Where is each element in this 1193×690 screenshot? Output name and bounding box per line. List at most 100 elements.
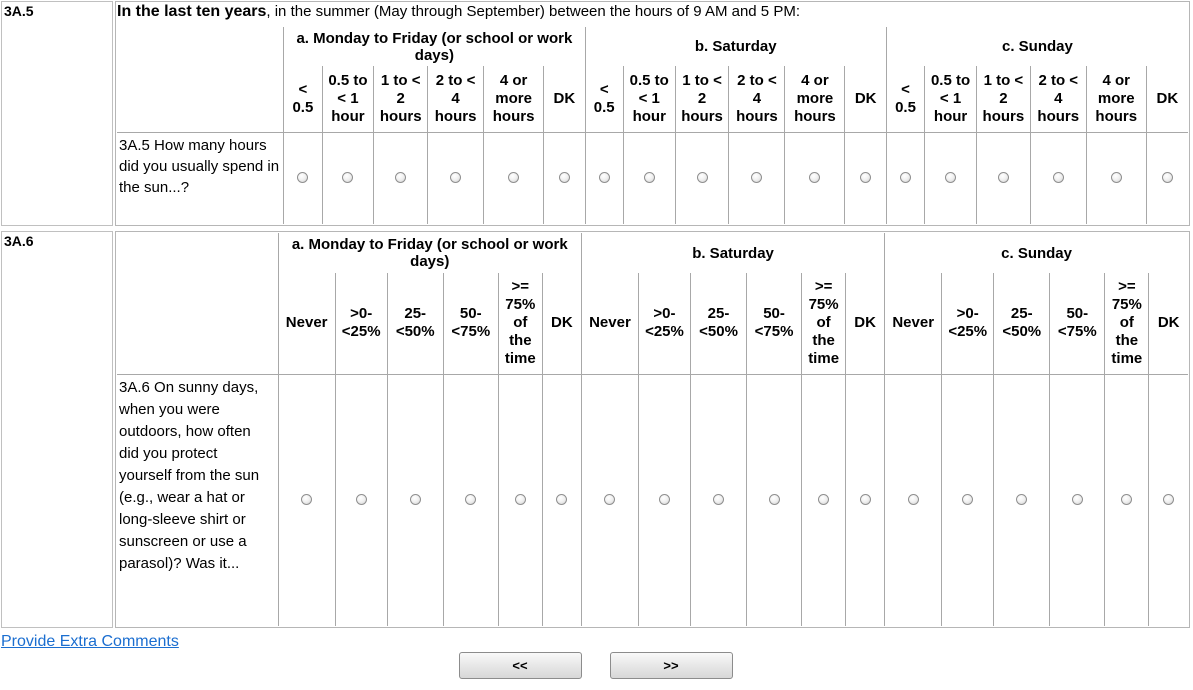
radio-cell[interactable] [746,374,802,626]
radio-button[interactable] [643,171,655,183]
radio-cell[interactable] [483,132,544,224]
column-header: >= 75% of the time [497,273,543,375]
radio-button[interactable] [818,493,830,505]
radio-cell[interactable] [543,132,586,224]
radio-button[interactable] [297,171,309,183]
radio-cell[interactable] [584,132,624,224]
previous-page-button[interactable]: << [458,652,582,679]
column-header: 1 to < 2 hours [975,66,1031,133]
column-header: 2 to < 4 hours [728,66,785,133]
radio-cell[interactable] [427,132,484,224]
column-header: >0- <25% [334,273,388,375]
radio-cell[interactable] [844,132,887,224]
radio-cell[interactable] [845,374,885,626]
radio-button[interactable] [1071,493,1083,505]
radio-cell[interactable] [283,132,323,224]
question-text-3a6: 3A.6 On sunny days, when you were outdoo… [119,378,260,572]
radio-cell[interactable] [1148,374,1188,626]
radio-button[interactable] [409,493,421,505]
radio-button[interactable] [1052,171,1064,183]
radio-button[interactable] [355,493,367,505]
radio-button[interactable] [342,171,354,183]
radio-cell[interactable] [1049,374,1105,626]
column-header: 4 or more hours [483,66,544,133]
radio-button[interactable] [860,171,872,183]
radio-button[interactable] [1121,493,1133,505]
radio-cell[interactable] [801,374,846,626]
radio-cell[interactable] [1145,132,1188,224]
radio-cell[interactable] [941,374,994,626]
spacer-cell [117,66,284,133]
radio-button[interactable] [859,493,871,505]
radio-button[interactable] [751,171,763,183]
radio-button[interactable] [713,493,725,505]
column-header: 50- <75% [442,273,499,375]
column-header: DK [541,273,582,375]
radio-cell[interactable] [784,132,845,224]
radio-button[interactable] [900,171,912,183]
radio-cell[interactable] [1085,132,1147,224]
radio-button[interactable] [1163,493,1175,505]
column-header: >= 75% of the time [1104,273,1149,375]
radio-cell[interactable] [334,374,388,626]
radio-cell[interactable] [580,374,639,626]
radio-cell[interactable] [1104,374,1149,626]
radio-cell[interactable] [993,374,1050,626]
column-header: < 0.5 [283,66,323,133]
radio-button[interactable] [768,493,780,505]
radio-button[interactable] [1161,171,1173,183]
navigation-buttons: << >> [1,652,1190,685]
radio-cell[interactable] [1029,132,1087,224]
radio-cell[interactable] [674,132,729,224]
spacer-cell [117,27,284,66]
radio-cell[interactable] [622,132,676,224]
radio-button[interactable] [301,493,313,505]
radio-cell[interactable] [637,374,691,626]
question-text-3a5: 3A.5 How many hours did you usually spen… [119,136,280,196]
radio-button[interactable] [514,493,526,505]
radio-cell[interactable] [975,132,1031,224]
group-header-monday-friday: a. Monday to Friday (or school or work d… [283,27,586,66]
radio-cell[interactable] [277,374,336,626]
radio-button[interactable] [945,171,957,183]
radio-button[interactable] [1110,171,1122,183]
radio-cell[interactable] [689,374,747,626]
radio-cell[interactable] [885,132,925,224]
radio-button[interactable] [465,493,477,505]
section-instructions-bold: In the last ten years [117,3,267,20]
radio-button[interactable] [696,171,708,183]
column-header: Never [277,273,336,375]
column-header: 0.5 to < 1 hour [622,66,676,133]
provide-extra-comments-link[interactable]: Provide Extra Comments [1,633,179,650]
next-page-button[interactable]: >> [609,652,733,679]
footer: Provide Extra Comments << >> [1,633,1190,685]
column-header: DK [1145,66,1188,133]
column-header: 4 or more hours [1085,66,1147,133]
answer-table-3a5: In the last ten years, in the summer (Ma… [117,3,1188,224]
radio-button[interactable] [450,171,462,183]
radio-button[interactable] [508,171,520,183]
radio-button[interactable] [809,171,821,183]
radio-button[interactable] [997,171,1009,183]
radio-cell[interactable] [924,132,977,224]
radio-button[interactable] [558,171,570,183]
radio-cell[interactable] [321,132,374,224]
radio-button[interactable] [598,171,610,183]
radio-cell[interactable] [497,374,543,626]
radio-cell[interactable] [541,374,582,626]
radio-button[interactable] [556,493,568,505]
spacer-cell [117,273,279,375]
radio-button[interactable] [395,171,407,183]
radio-button[interactable] [962,493,974,505]
radio-cell[interactable] [728,132,785,224]
radio-cell[interactable] [386,374,444,626]
radio-cell[interactable] [884,374,942,626]
radio-cell[interactable] [442,374,499,626]
radio-button[interactable] [907,493,919,505]
radio-cell[interactable] [373,132,428,224]
column-header: 4 or more hours [784,66,845,133]
radio-button[interactable] [658,493,670,505]
radio-button[interactable] [1016,493,1028,505]
radio-button[interactable] [604,493,616,505]
